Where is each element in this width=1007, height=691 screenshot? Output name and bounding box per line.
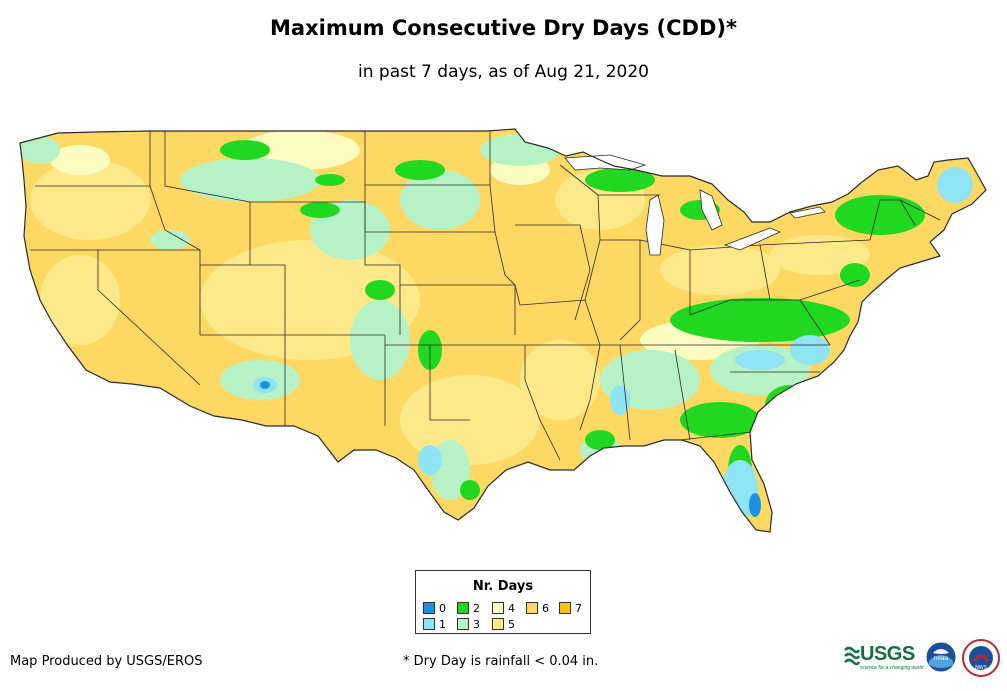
legend-label: 4 bbox=[508, 602, 515, 615]
legend-swatch bbox=[423, 602, 435, 614]
legend-title: Nr. Days bbox=[472, 579, 534, 594]
nws-wordmark: NWS bbox=[975, 665, 987, 671]
state-boundaries bbox=[30, 131, 941, 461]
lake-erie bbox=[723, 227, 782, 251]
legend-label: 1 bbox=[439, 618, 446, 631]
lake-michigan bbox=[645, 194, 665, 256]
legend-item: 2 bbox=[457, 602, 480, 615]
noaa-wordmark: noaa bbox=[934, 655, 949, 662]
legend-label: 2 bbox=[473, 602, 480, 615]
legend-item: 5 bbox=[492, 618, 515, 631]
lake-huron bbox=[699, 189, 723, 231]
legend-swatch bbox=[492, 602, 504, 614]
legend-label: 3 bbox=[473, 618, 480, 631]
usgs-wordmark: USGS bbox=[860, 643, 915, 665]
legend-swatch bbox=[457, 618, 469, 630]
legend-label: 7 bbox=[575, 602, 582, 615]
legend-item: 7 bbox=[559, 602, 582, 615]
lake-ontario bbox=[789, 206, 826, 219]
legend-item: 6 bbox=[526, 602, 549, 615]
legend-label: 0 bbox=[439, 602, 446, 615]
legend-swatch bbox=[492, 618, 504, 630]
legend-item: 3 bbox=[457, 618, 480, 631]
legend-swatch bbox=[423, 618, 435, 630]
nws-logo-icon: NWS bbox=[962, 639, 1000, 677]
legend-item: 1 bbox=[423, 618, 446, 631]
footnote-text: * Dry Day is rainfall < 0.04 in. bbox=[403, 654, 599, 669]
legend-swatch bbox=[559, 602, 571, 614]
usgs-tagline: science for a changing world bbox=[860, 665, 924, 671]
map-subtitle: in past 7 days, as of Aug 21, 2020 bbox=[358, 62, 649, 82]
legend-item: 4 bbox=[492, 602, 515, 615]
map-title: Maximum Consecutive Dry Days (CDD)* bbox=[270, 16, 737, 40]
us-dry-days-map bbox=[19, 128, 987, 533]
legend-item: 0 bbox=[423, 602, 446, 615]
noaa-logo-icon: noaa bbox=[925, 641, 957, 673]
credit-text: Map Produced by USGS/EROS bbox=[10, 654, 203, 669]
legend-label: 5 bbox=[508, 618, 515, 631]
legend-swatch bbox=[457, 602, 469, 614]
usgs-logo: USGS science for a changing world bbox=[844, 643, 923, 677]
legend: Nr. Days 0 1 2 3 4 5 6 7 bbox=[415, 570, 591, 634]
usgs-wave-icon bbox=[844, 646, 860, 666]
legend-label: 6 bbox=[542, 602, 549, 615]
legend-swatch bbox=[526, 602, 538, 614]
